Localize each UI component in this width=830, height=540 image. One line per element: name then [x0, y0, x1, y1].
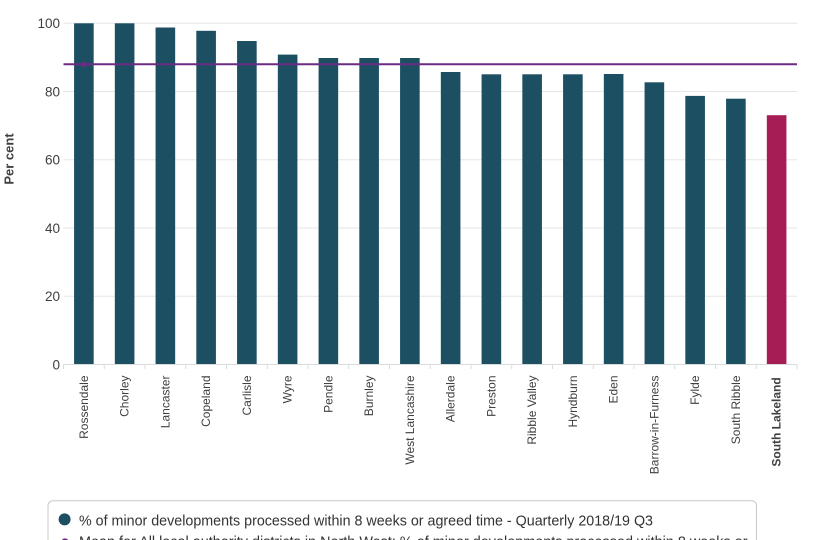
- svg-text:Lancaster: Lancaster: [158, 376, 172, 429]
- svg-text:60: 60: [45, 153, 60, 168]
- svg-text:West Lancashire: West Lancashire: [403, 375, 417, 464]
- svg-text:Mean for All local authority d: Mean for All local authority districts i…: [79, 534, 748, 540]
- svg-text:Chorley: Chorley: [118, 376, 132, 417]
- svg-text:Ribble Valley: Ribble Valley: [525, 376, 539, 445]
- svg-text:80: 80: [45, 84, 60, 99]
- svg-text:South Lakeland: South Lakeland: [770, 377, 784, 466]
- svg-text:40: 40: [45, 221, 60, 236]
- svg-text:Per cent: Per cent: [2, 133, 17, 185]
- svg-text:South Ribble: South Ribble: [729, 375, 743, 444]
- svg-text:Fylde: Fylde: [688, 375, 702, 405]
- svg-text:20: 20: [45, 289, 60, 304]
- svg-text:Hyndburn: Hyndburn: [566, 376, 580, 428]
- svg-text:Allerdale: Allerdale: [444, 375, 458, 422]
- svg-text:Preston: Preston: [484, 376, 498, 417]
- svg-text:Copeland: Copeland: [199, 376, 213, 427]
- svg-text:Rossendale: Rossendale: [77, 375, 91, 439]
- svg-text:Pendle: Pendle: [321, 375, 335, 413]
- svg-text:% of minor developments proces: % of minor developments processed within…: [79, 513, 653, 529]
- svg-text:Wyre: Wyre: [281, 375, 295, 403]
- svg-text:Eden: Eden: [607, 376, 621, 404]
- svg-text:Carlisle: Carlisle: [240, 375, 254, 415]
- svg-text:100: 100: [37, 16, 60, 31]
- svg-text:Barrow-in-Furness: Barrow-in-Furness: [647, 376, 661, 475]
- svg-text:Burnley: Burnley: [362, 376, 376, 417]
- svg-text:0: 0: [52, 357, 60, 372]
